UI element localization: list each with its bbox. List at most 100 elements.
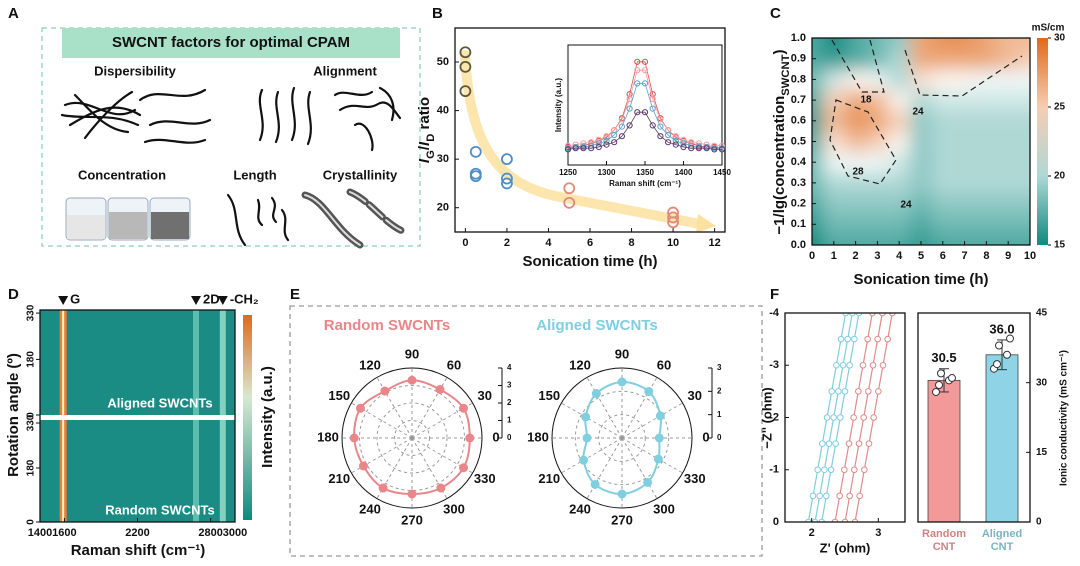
angle-label: 300 — [443, 501, 465, 516]
y-tick-label: 0 — [773, 516, 779, 528]
heat-cell — [953, 38, 976, 49]
heat-cell — [866, 213, 889, 236]
x-tick-label: 1250 — [559, 168, 577, 177]
heat-cell — [997, 110, 1020, 132]
x-tick-label: 9 — [1005, 250, 1011, 262]
inset-point — [641, 58, 649, 65]
heat-cell — [844, 234, 867, 245]
map-background — [40, 310, 235, 415]
colorbar-tick-label: 15 — [1054, 240, 1066, 251]
x-tick-label: 2 — [504, 237, 510, 249]
angle-label: 90 — [405, 346, 419, 361]
inset-point — [657, 123, 664, 130]
polar-grid — [574, 390, 670, 486]
polar-point — [407, 489, 417, 499]
heat-cell — [812, 172, 824, 194]
inset-x-label: Raman shift (cm⁻¹) — [609, 179, 681, 188]
contour-lines — [829, 39, 1023, 185]
heat-cell — [997, 48, 1020, 70]
heat-cell — [888, 172, 911, 194]
data-point — [667, 216, 679, 229]
y-tick-label: 330 — [26, 304, 37, 321]
y-tick-label: 0.2 — [791, 198, 806, 210]
y-axis-label: Rotation angle (º) — [5, 353, 22, 477]
polar-grid — [376, 402, 448, 474]
radial-tick-label: 3 — [507, 381, 512, 390]
angle-label: 210 — [328, 471, 350, 486]
factor-label: Length — [233, 167, 276, 182]
heat-cell — [822, 234, 846, 245]
y-tick-label: 0.3 — [791, 177, 806, 189]
replicate-point — [995, 341, 1003, 350]
heat-cell — [931, 151, 955, 174]
heatmap-cells — [812, 38, 1030, 245]
heat-cell — [844, 69, 867, 91]
polar-point — [644, 387, 654, 397]
x-axis-label: Raman shift (cm⁻¹) — [71, 542, 206, 559]
x-tick-label: 2800 — [198, 527, 222, 539]
data-point — [563, 182, 576, 195]
angle-label: 30 — [688, 388, 702, 403]
heat-cell — [910, 193, 933, 215]
x-tick-label: 3 — [875, 527, 881, 539]
bar — [985, 354, 1019, 523]
heat-cell — [997, 234, 1020, 245]
heat-cell — [812, 89, 824, 111]
factor-label: Dispersibility — [94, 63, 176, 78]
inset-point — [680, 143, 687, 151]
nyquist-point — [856, 492, 863, 500]
inset-point — [665, 139, 672, 146]
polar-point — [617, 489, 627, 499]
heat-cell — [1019, 131, 1030, 153]
y-axis-label: −Z'' (ohm) — [759, 387, 774, 448]
polar-title: Aligned SWCNTs — [536, 317, 657, 334]
radial-tick-label: 2 — [507, 398, 512, 407]
peak-stripe — [193, 310, 199, 415]
polar-point — [459, 403, 469, 413]
heat-cell — [1019, 193, 1030, 215]
y-tick-label: 0.5 — [791, 135, 806, 147]
x-tick-label: 4 — [545, 237, 552, 249]
inset-point — [626, 122, 633, 129]
y-tick-label: 1.0 — [791, 32, 806, 44]
y-tick-label: 40 — [437, 104, 449, 116]
angle-label: 330 — [684, 471, 706, 486]
heat-cell — [953, 193, 976, 215]
heat-cell — [1019, 89, 1030, 111]
heat-cell — [931, 213, 955, 236]
heat-cell — [866, 193, 889, 215]
panel-letter: D — [8, 286, 19, 303]
inset-point — [603, 141, 610, 148]
nyquist-point — [874, 335, 881, 343]
y-tick-label: 180 — [26, 459, 37, 476]
heat-cell — [888, 213, 911, 236]
inset-point — [665, 131, 672, 139]
heat-cell — [888, 131, 911, 153]
map-background — [40, 420, 235, 522]
replicate-point — [1006, 334, 1014, 343]
heat-cell — [931, 172, 955, 194]
heat-cell — [822, 69, 846, 91]
inset-point — [688, 139, 695, 146]
panel-letter: A — [8, 5, 19, 22]
heat-cell — [812, 38, 824, 49]
trend-arrow — [460, 50, 705, 229]
angle-label: 270 — [611, 512, 633, 527]
heat-cell — [910, 110, 933, 132]
replicate-point — [993, 360, 1001, 369]
heat-cell — [910, 172, 933, 194]
angle-label: 0 — [702, 429, 709, 444]
y-tick-label: -2 — [769, 411, 779, 423]
length-drawing — [226, 193, 290, 247]
polar-point — [465, 433, 475, 443]
beakers — [65, 197, 191, 241]
heat-cell — [888, 193, 911, 215]
data-point — [501, 153, 513, 166]
heat-cell — [953, 48, 976, 70]
heat-cell — [975, 234, 998, 245]
nyquist-point — [846, 361, 853, 369]
nyquist-point — [805, 518, 812, 522]
polar-point — [590, 479, 600, 489]
data-point — [459, 85, 472, 98]
y-tick-label: 45 — [1036, 308, 1048, 319]
